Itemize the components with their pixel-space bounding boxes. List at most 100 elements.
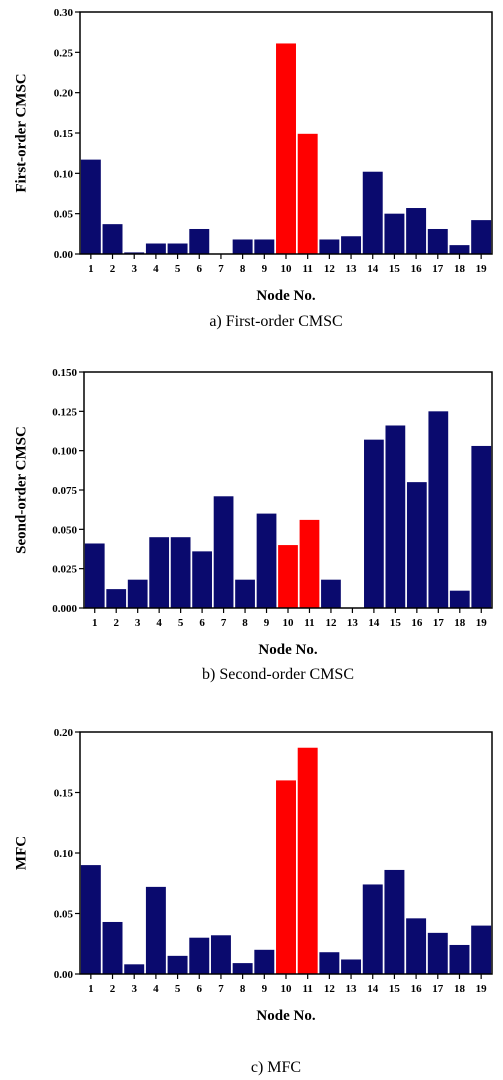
- bar-b-node-15: [385, 425, 406, 608]
- bar-c-node-15: [384, 869, 405, 974]
- bar-a-node-15: [384, 213, 405, 254]
- bar-b-node-19: [471, 445, 492, 608]
- y-tick-label-c: 0.05: [54, 909, 74, 921]
- x-tick-label-a: 1: [88, 263, 94, 275]
- x-tick-label-b: 6: [199, 617, 205, 629]
- bar-b-node-17: [428, 411, 449, 608]
- bar-b-node-7: [213, 496, 234, 608]
- bar-a-node-17: [427, 228, 448, 254]
- x-tick-label-a: 2: [110, 263, 116, 275]
- x-tick-label-b: 15: [390, 617, 402, 629]
- y-tick-label-a: 0.10: [54, 168, 74, 180]
- x-tick-label-c: 4: [153, 983, 159, 995]
- bar-a-node-11: [297, 133, 318, 254]
- y-tick-label-a: 0.25: [54, 47, 74, 59]
- x-tick-label-c: 5: [175, 983, 181, 995]
- bar-a-node-4: [145, 243, 166, 254]
- bar-c-node-11: [297, 747, 318, 974]
- y-tick-label-b: 0.050: [52, 524, 77, 536]
- plot-frame-b: [83, 371, 493, 609]
- bar-a-node-18: [449, 245, 470, 254]
- plot-frame-a: [79, 11, 493, 255]
- x-tick-label-b: 19: [476, 617, 488, 629]
- x-tick-label-b: 17: [433, 617, 445, 629]
- bar-b-node-4: [149, 537, 170, 608]
- x-tick-label-b: 4: [156, 617, 162, 629]
- x-tick-label-c: 9: [262, 983, 268, 995]
- x-tick-label-b: 13: [347, 617, 359, 629]
- x-tick-label-c: 8: [240, 983, 246, 995]
- bar-b-node-16: [406, 482, 427, 608]
- bar-b-node-1: [84, 543, 105, 608]
- bar-b-node-12: [321, 579, 341, 608]
- caption-b: b) Second-order CMSC: [202, 666, 354, 683]
- y-tick-label-a: 0.05: [54, 209, 74, 221]
- x-tick-label-a: 6: [197, 263, 203, 275]
- x-tick-label-b: 8: [242, 617, 248, 629]
- x-tick-label-c: 10: [281, 983, 293, 995]
- bar-a-node-1: [80, 159, 101, 254]
- x-tick-label-b: 2: [113, 617, 119, 629]
- y-tick-label-b: 0.000: [52, 603, 77, 615]
- x-tick-label-a: 15: [389, 263, 401, 275]
- x-tick-label-a: 17: [432, 263, 444, 275]
- y-axis-title-b: Seond-order CMSC: [13, 426, 29, 554]
- bar-c-node-5: [167, 955, 188, 974]
- x-tick-label-b: 1: [92, 617, 98, 629]
- bar-a-node-12: [319, 239, 340, 254]
- bar-a-node-16: [406, 208, 427, 254]
- bar-c-node-14: [362, 884, 383, 974]
- bar-b-node-11: [299, 519, 320, 608]
- bar-a-node-14: [362, 171, 383, 254]
- x-axis-title-b: Node No.: [258, 642, 317, 658]
- y-tick-label-b: 0.025: [52, 564, 77, 576]
- bar-b-node-3: [127, 579, 148, 608]
- bar-a-node-6: [189, 228, 210, 254]
- bar-c-node-9: [254, 949, 275, 974]
- x-tick-label-a: 13: [346, 263, 358, 275]
- x-tick-label-c: 19: [476, 983, 488, 995]
- bar-a-node-13: [341, 236, 362, 254]
- bar-a-node-19: [471, 220, 492, 254]
- y-tick-label-b: 0.125: [52, 406, 77, 418]
- x-tick-label-c: 11: [302, 983, 312, 995]
- bar-b-node-18: [449, 590, 470, 608]
- x-tick-label-a: 9: [262, 263, 268, 275]
- plot-frame-c: [79, 731, 493, 975]
- x-tick-label-b: 12: [325, 617, 337, 629]
- x-axis-title-c: Node No.: [256, 1008, 315, 1024]
- bar-a-node-10: [276, 43, 296, 255]
- chart-panel-a: First-order CMSC Node No. a) First-order…: [13, 7, 493, 330]
- bar-b-node-14: [364, 439, 384, 608]
- y-axis-title-a: First-order CMSC: [13, 73, 29, 192]
- bar-c-node-2: [102, 921, 123, 974]
- x-tick-label-c: 15: [389, 983, 401, 995]
- y-tick-label-a: 0.15: [54, 128, 74, 140]
- y-tick-label-b: 0.100: [52, 446, 77, 458]
- bar-b-node-9: [256, 513, 277, 608]
- x-tick-label-c: 14: [367, 983, 379, 995]
- bar-c-node-8: [232, 963, 253, 974]
- y-tick-label-c: 0.20: [54, 727, 74, 739]
- chart-panel-c: MFC Node No. c) MFC 1 2 3 4 5 6 7 8 9 10 11 12 13 14 1…: [13, 727, 493, 1076]
- x-tick-label-b: 7: [221, 617, 227, 629]
- bar-c-node-3: [124, 964, 145, 974]
- bar-c-node-4: [145, 886, 166, 974]
- x-tick-label-a: 10: [281, 263, 293, 275]
- x-tick-label-a: 11: [302, 263, 312, 275]
- x-tick-label-c: 7: [218, 983, 224, 995]
- x-tick-label-a: 7: [218, 263, 224, 275]
- bar-c-node-16: [406, 918, 427, 974]
- bar-a-node-2: [102, 224, 123, 254]
- x-tick-label-a: 16: [411, 263, 423, 275]
- x-tick-label-a: 4: [153, 263, 159, 275]
- bar-c-node-7: [210, 935, 231, 974]
- bar-c-node-18: [449, 944, 470, 974]
- x-tick-label-b: 5: [178, 617, 184, 629]
- y-tick-label-c: 0.10: [54, 848, 74, 860]
- y-tick-label-c: 0.00: [54, 969, 74, 981]
- bar-a-node-3: [124, 252, 145, 254]
- x-tick-label-b: 10: [283, 617, 295, 629]
- chart-panel-b: Seond-order CMSC Node No. b) Second-orde…: [13, 367, 493, 683]
- x-tick-label-c: 12: [324, 983, 336, 995]
